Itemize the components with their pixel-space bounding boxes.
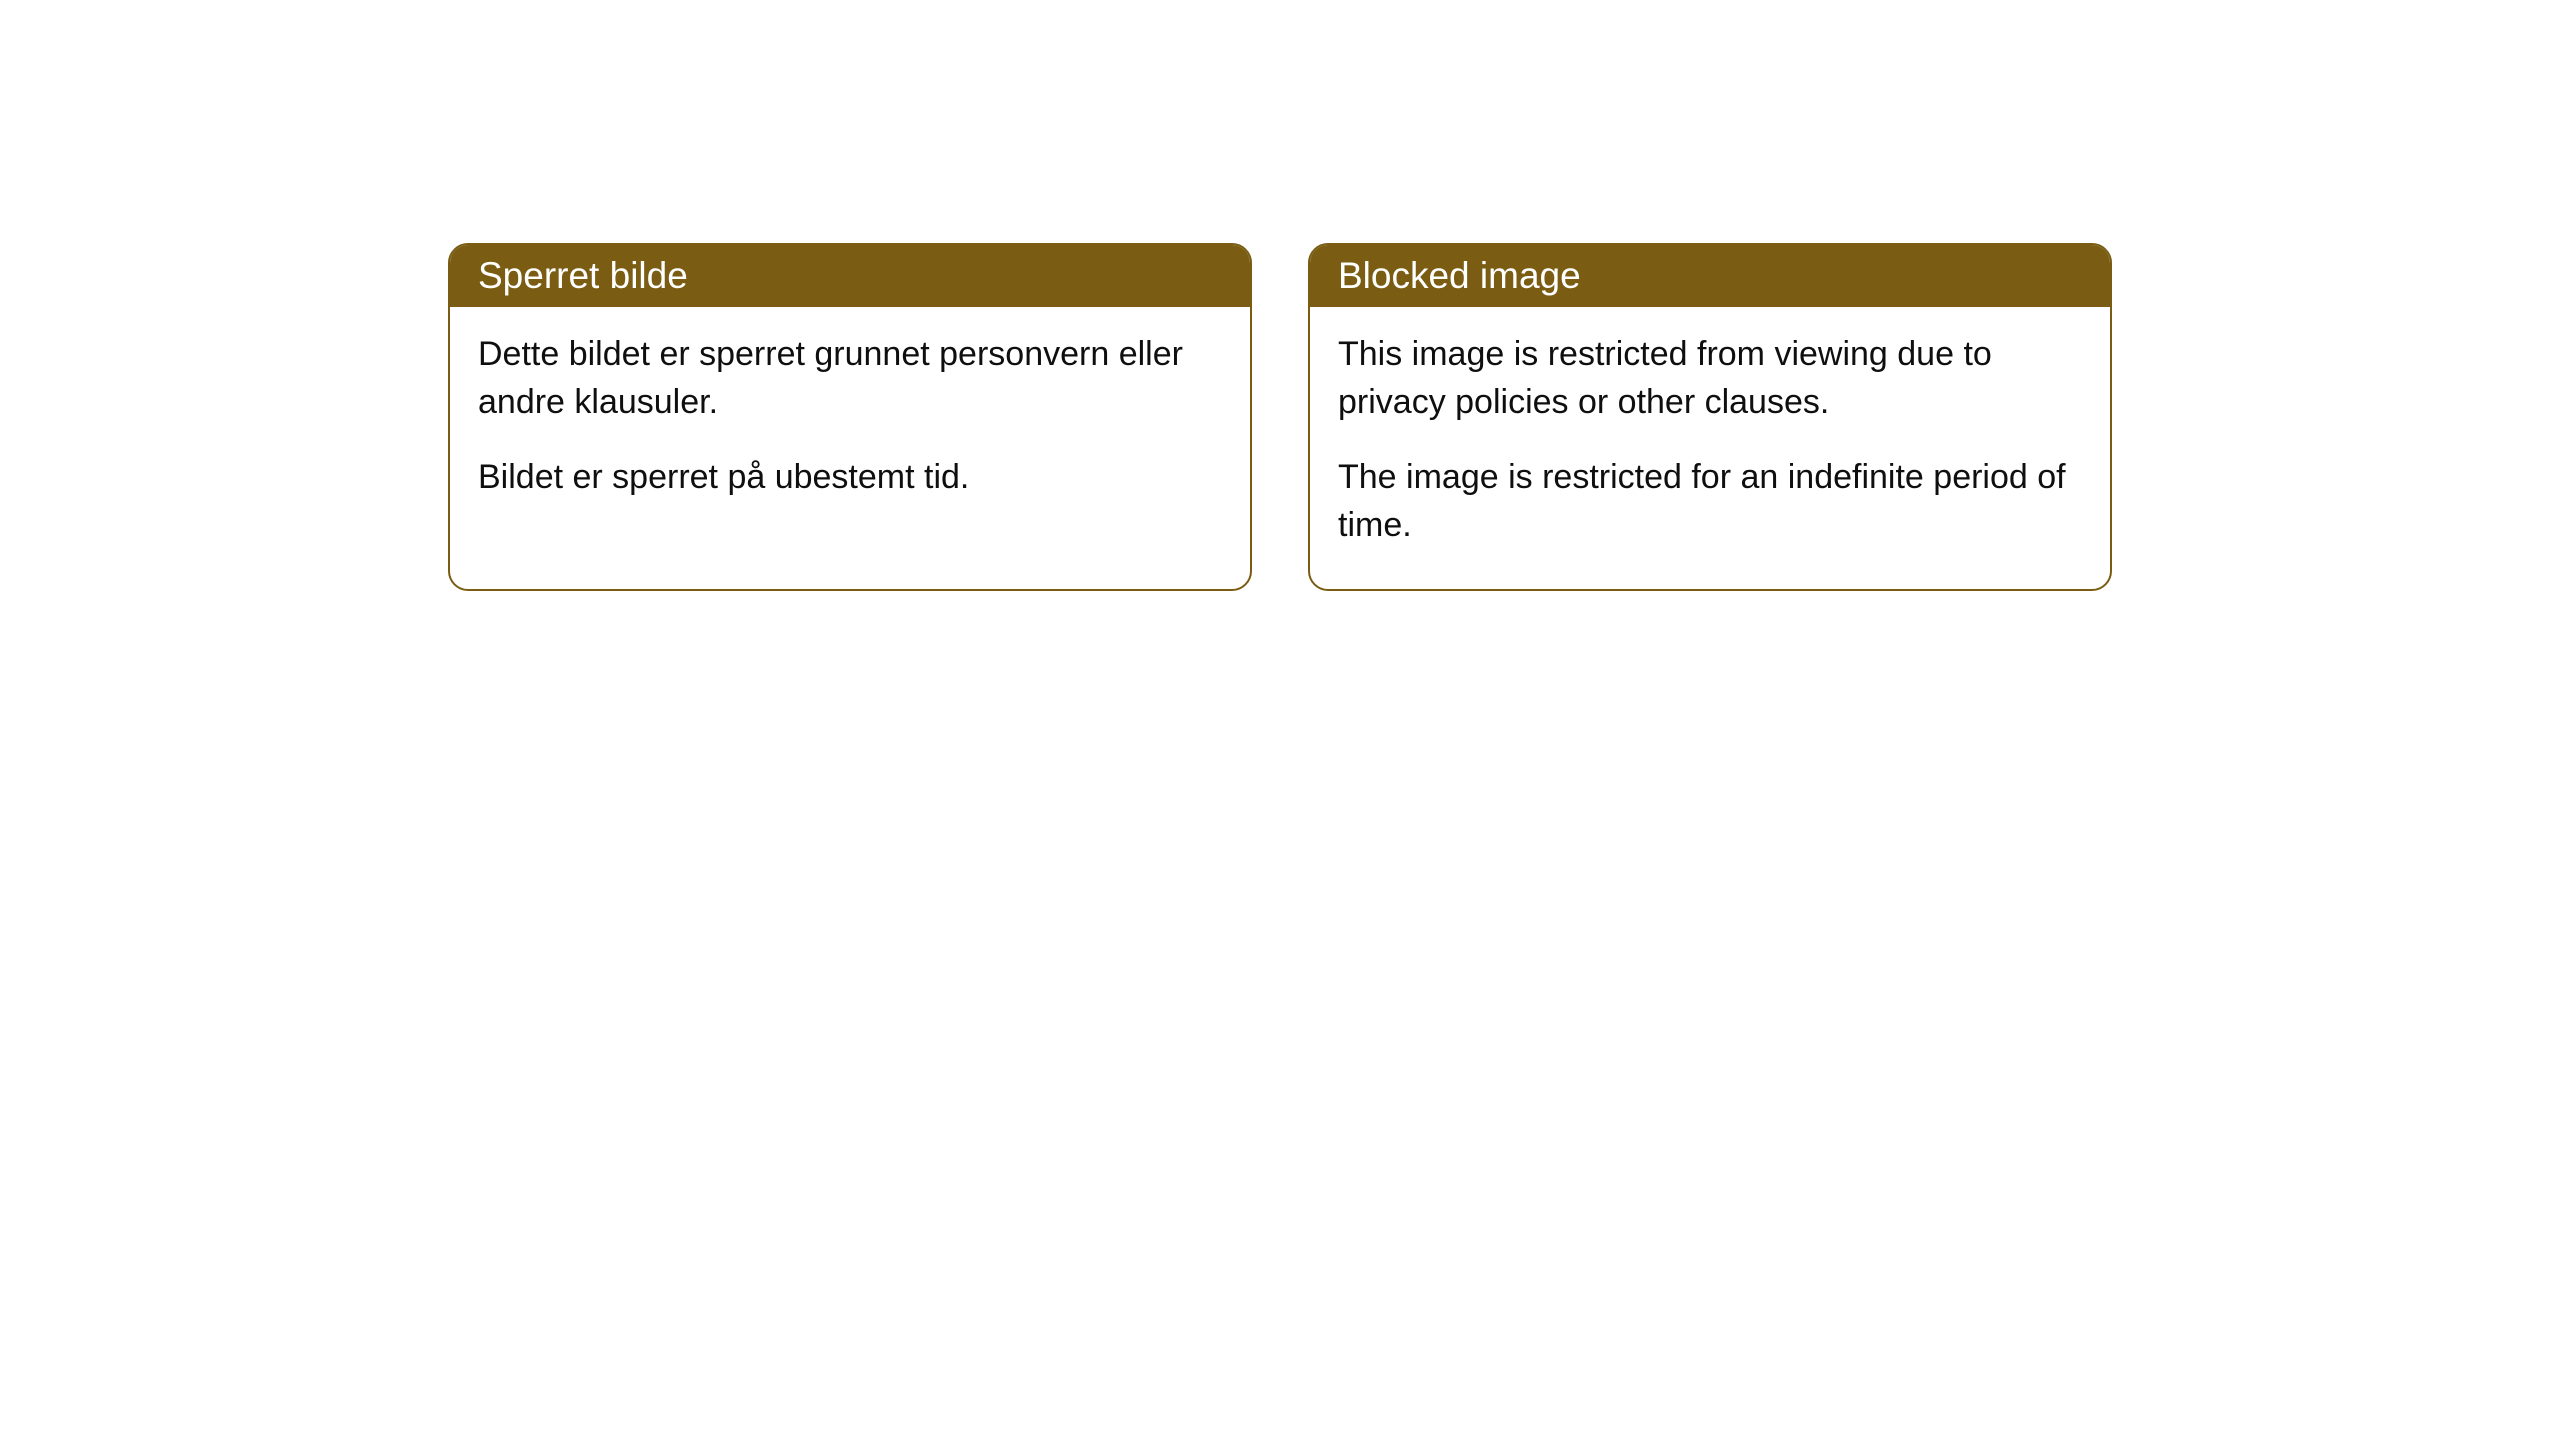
card-title-norwegian: Sperret bilde: [478, 255, 688, 296]
cards-container: Sperret bilde Dette bildet er sperret gr…: [448, 243, 2112, 591]
card-para1-english: This image is restricted from viewing du…: [1338, 331, 2082, 426]
card-english: Blocked image This image is restricted f…: [1308, 243, 2112, 591]
card-title-english: Blocked image: [1338, 255, 1581, 296]
card-header-norwegian: Sperret bilde: [450, 245, 1250, 307]
card-body-norwegian: Dette bildet er sperret grunnet personve…: [450, 307, 1250, 542]
card-para1-norwegian: Dette bildet er sperret grunnet personve…: [478, 331, 1222, 426]
card-norwegian: Sperret bilde Dette bildet er sperret gr…: [448, 243, 1252, 591]
card-body-english: This image is restricted from viewing du…: [1310, 307, 2110, 589]
card-para2-norwegian: Bildet er sperret på ubestemt tid.: [478, 454, 1222, 502]
card-para2-english: The image is restricted for an indefinit…: [1338, 454, 2082, 549]
card-header-english: Blocked image: [1310, 245, 2110, 307]
